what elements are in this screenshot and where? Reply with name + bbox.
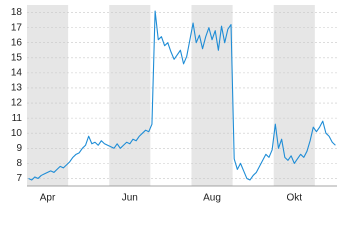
y-tick-label: 14 bbox=[11, 68, 23, 79]
y-tick-label: 16 bbox=[11, 37, 23, 48]
price-line bbox=[28, 10, 336, 181]
y-tick-label: 10 bbox=[11, 128, 23, 139]
x-tick-label: Aug bbox=[203, 193, 221, 204]
month-band bbox=[109, 5, 151, 186]
y-tick-label: 9 bbox=[16, 143, 22, 154]
x-tick-label: Okt bbox=[287, 193, 303, 204]
y-tick-label: 13 bbox=[11, 83, 23, 94]
x-tick-label: Jun bbox=[122, 193, 138, 204]
chart: Apr Jun Aug Okt 7 8 9 10 11 12 13 14 15 16 17 18 bbox=[11, 5, 337, 204]
y-tick-label: 17 bbox=[11, 22, 23, 33]
month-band bbox=[191, 5, 233, 186]
y-tick-label: 15 bbox=[11, 52, 23, 63]
y-tick-label: 8 bbox=[16, 158, 22, 169]
month-band bbox=[27, 5, 69, 186]
plot bbox=[28, 10, 336, 181]
y-tick-label: 18 bbox=[11, 7, 23, 18]
x-tick-label: Apr bbox=[40, 193, 56, 204]
y-tick-label: 7 bbox=[16, 173, 22, 184]
y-tick-label: 12 bbox=[11, 98, 23, 109]
y-tick-label: 11 bbox=[12, 113, 23, 124]
month-band bbox=[273, 5, 315, 186]
month-bands bbox=[27, 5, 315, 186]
